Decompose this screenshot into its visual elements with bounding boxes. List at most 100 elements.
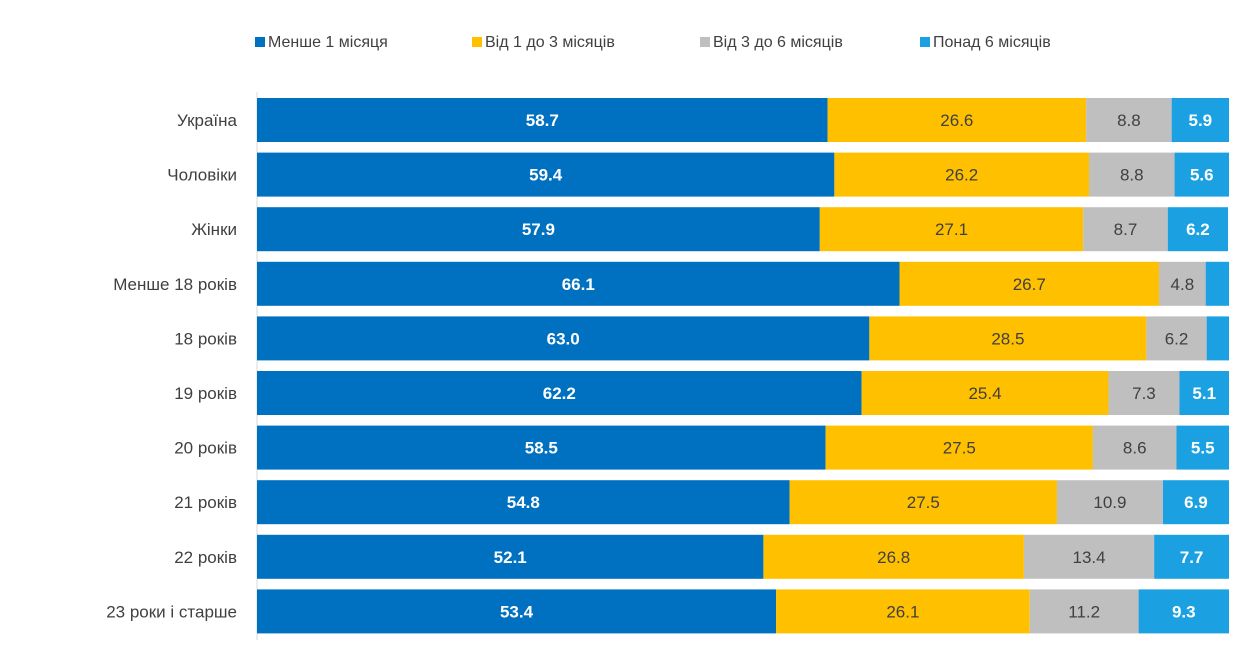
data-label-6-1: 27.5 — [943, 439, 976, 458]
category-label-3: Менше 18 років — [113, 275, 237, 294]
category-label-1: Чоловіки — [167, 166, 237, 185]
legend-swatch-2 — [700, 37, 710, 47]
data-label-5-0: 62.2 — [543, 384, 576, 403]
data-label-5-1: 25.4 — [968, 384, 1001, 403]
bar-3-1 — [899, 261, 1160, 306]
data-labels: 58.7 26.6 8.8 5.9 59.4 26.2 8.8 5.6 57.9 27.1 8.7 6… — [494, 111, 1216, 621]
data-label-8-1: 26.8 — [877, 548, 910, 567]
data-label-1-0: 59.4 — [529, 166, 563, 185]
bar-4-3 — [1206, 316, 1229, 361]
data-label-2-1: 27.1 — [935, 220, 968, 239]
data-label-5-2: 7.3 — [1132, 384, 1156, 403]
legend-swatch-0 — [255, 37, 265, 47]
data-label-0-1: 26.6 — [940, 111, 973, 130]
data-label-4-0: 63.0 — [547, 329, 580, 348]
data-label-1-1: 26.2 — [945, 166, 978, 185]
legend-label-3: Понад 6 місяців — [933, 34, 1051, 51]
data-label-2-3: 6.2 — [1186, 220, 1210, 239]
bar-1-2 — [1089, 152, 1175, 197]
data-label-7-3: 6.9 — [1184, 493, 1208, 512]
category-label-0: Україна — [177, 111, 237, 130]
data-label-0-2: 8.8 — [1117, 111, 1141, 130]
data-label-9-0: 53.4 — [500, 602, 534, 621]
bar-6-2 — [1092, 425, 1177, 470]
bar-9-3 — [1138, 589, 1229, 634]
data-label-6-3: 5.5 — [1191, 439, 1215, 458]
category-label-9: 23 роки і старше — [106, 602, 237, 621]
bar-8-3 — [1154, 534, 1229, 579]
data-label-4-2: 6.2 — [1165, 329, 1189, 348]
data-label-3-0: 66.1 — [562, 275, 595, 294]
bar-2-3 — [1167, 207, 1229, 252]
bar-0-3 — [1171, 98, 1229, 142]
bar-4-1 — [869, 316, 1147, 361]
data-label-6-2: 8.6 — [1123, 439, 1147, 458]
data-label-3-2: 4.8 — [1171, 275, 1195, 294]
bar-7-0 — [257, 480, 790, 525]
bar-9-2 — [1029, 589, 1139, 634]
category-label-7: 21 років — [174, 493, 237, 512]
bar-6-1 — [825, 425, 1093, 470]
data-label-9-3: 9.3 — [1172, 602, 1196, 621]
bar-1-1 — [834, 152, 1090, 197]
data-label-0-0: 58.7 — [526, 111, 559, 130]
data-label-8-3: 7.7 — [1180, 548, 1204, 567]
data-label-0-3: 5.9 — [1189, 111, 1213, 130]
category-label-4: 18 років — [174, 329, 237, 348]
bar-0-1 — [827, 98, 1087, 142]
data-label-9-1: 26.1 — [886, 602, 919, 621]
bar-5-0 — [257, 371, 862, 415]
bar-9-0 — [257, 589, 777, 634]
bar-3-2 — [1159, 261, 1206, 306]
data-label-1-3: 5.6 — [1190, 166, 1214, 185]
legend-label-0: Менше 1 місяця — [268, 34, 388, 51]
bar-3-0 — [257, 261, 900, 306]
bar-0-0 — [257, 98, 828, 142]
bar-7-1 — [789, 480, 1057, 525]
data-label-8-0: 52.1 — [494, 548, 527, 567]
data-label-1-2: 8.8 — [1120, 166, 1144, 185]
data-label-2-2: 8.7 — [1114, 220, 1138, 239]
data-label-5-3: 5.1 — [1192, 384, 1216, 403]
bar-5-1 — [861, 371, 1109, 415]
bar-7-3 — [1162, 480, 1229, 525]
bar-2-0 — [257, 207, 820, 252]
data-label-4-1: 28.5 — [991, 329, 1024, 348]
legend-label-1: Від 1 до 3 місяців — [485, 34, 615, 51]
category-label-5: 19 років — [174, 384, 237, 403]
bar-1-0 — [257, 152, 835, 197]
data-label-7-0: 54.8 — [507, 493, 540, 512]
legend-swatch-1 — [472, 37, 482, 47]
chart-legend: Менше 1 місяця Від 1 до 3 місяців Від 3 до… — [255, 34, 1051, 51]
bar-9-1 — [776, 589, 1030, 634]
bar-4-0 — [257, 316, 870, 361]
bar-8-0 — [257, 534, 764, 579]
data-label-8-2: 13.4 — [1072, 548, 1105, 567]
bar-0-2 — [1086, 98, 1172, 142]
bar-6-3 — [1176, 425, 1229, 470]
bar-2-1 — [819, 207, 1084, 252]
data-label-7-2: 10.9 — [1093, 493, 1126, 512]
bar-8-1 — [763, 534, 1024, 579]
bar-2-2 — [1083, 207, 1168, 252]
bar-5-3 — [1179, 371, 1229, 415]
bar-7-2 — [1056, 480, 1163, 525]
data-label-7-1: 27.5 — [907, 493, 940, 512]
category-label-2: Жінки — [191, 220, 237, 239]
category-labels: Україна Чоловіки Жінки Менше 18 років 18 рок… — [106, 111, 237, 621]
bar-6-0 — [257, 425, 826, 470]
bar-1-3 — [1174, 152, 1229, 197]
bars — [257, 98, 1229, 634]
legend-swatch-3 — [920, 37, 930, 47]
legend-label-2: Від 3 до 6 місяців — [713, 34, 843, 51]
data-label-3-1: 26.7 — [1013, 275, 1046, 294]
data-label-9-2: 11.2 — [1068, 602, 1100, 621]
data-label-6-0: 58.5 — [525, 439, 558, 458]
bar-3-3 — [1205, 261, 1229, 306]
category-label-8: 22 років — [174, 548, 237, 567]
bar-8-2 — [1023, 534, 1155, 579]
data-label-2-0: 57.9 — [522, 220, 555, 239]
category-label-6: 20 років — [174, 439, 237, 458]
bar-5-2 — [1108, 371, 1180, 415]
